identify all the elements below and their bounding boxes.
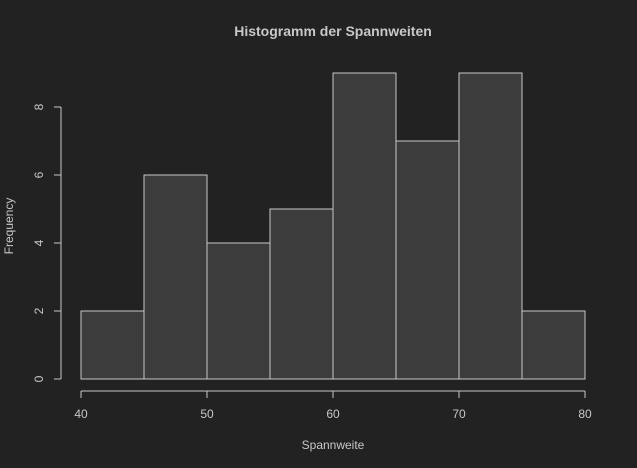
x-tick-label: 50 [200, 407, 214, 421]
y-tick-label: 0 [32, 375, 46, 382]
y-tick-label: 8 [32, 103, 46, 110]
y-tick-label: 6 [32, 171, 46, 178]
y-tick-label: 4 [32, 239, 46, 246]
y-tick-label: 2 [32, 307, 46, 314]
histogram-bar-70-75 [458, 72, 523, 380]
histogram-bar-75-80 [521, 310, 586, 380]
x-tick-label: 60 [326, 407, 340, 421]
x-tick-label: 80 [578, 407, 592, 421]
histogram-bar-40-45 [80, 310, 145, 380]
histogram-bar-60-65 [332, 72, 397, 380]
histogram-bar-45-50 [143, 174, 208, 380]
x-axis: 40 50 60 70 80 [74, 390, 592, 421]
bars-group [80, 72, 586, 380]
histogram-bar-55-60 [269, 208, 334, 380]
chart-title: Histogramm der Spannweiten [234, 23, 432, 39]
y-axis: 0 2 4 6 8 [32, 103, 62, 382]
histogram-bar-65-70 [395, 140, 460, 380]
y-axis-label: Frequency [2, 198, 16, 255]
histogram-bar-50-55 [206, 242, 271, 380]
x-tick-label: 40 [74, 407, 88, 421]
x-axis-label: Spannweite [302, 438, 365, 452]
x-tick-label: 70 [452, 407, 466, 421]
